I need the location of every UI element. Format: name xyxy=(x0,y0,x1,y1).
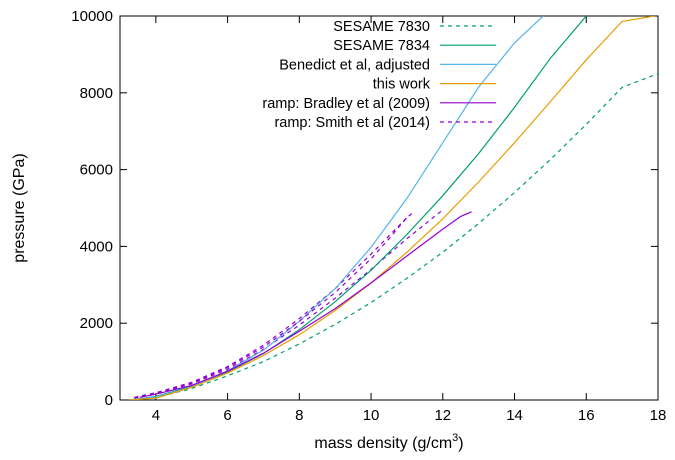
data-curves xyxy=(128,16,658,400)
y-tick-label: 0 xyxy=(105,392,113,409)
x-tick-label: 4 xyxy=(152,407,160,424)
legend-label: SESAME 7834 xyxy=(333,38,430,54)
series-line-4 xyxy=(128,16,655,400)
y-tick-label: 10000 xyxy=(71,8,113,25)
plot-frame xyxy=(119,15,659,401)
x-tick-label: 6 xyxy=(223,407,231,424)
legend-label: ramp: Bradley et al (2009) xyxy=(262,96,430,112)
x-tick-label: 18 xyxy=(650,407,667,424)
series-line-3 xyxy=(128,16,544,400)
series-line-2 xyxy=(128,16,587,400)
legend-label: this work xyxy=(373,77,431,93)
x-tick-label: 10 xyxy=(363,407,380,424)
series-line-1 xyxy=(128,73,658,400)
y-axis-title: pressure (GPa) xyxy=(11,153,28,262)
y-tick-label: 8000 xyxy=(80,85,113,102)
x-tick-label: 8 xyxy=(295,407,303,424)
x-tick-label: 14 xyxy=(506,407,523,424)
legend-label: Benedict et al, adjusted xyxy=(279,57,430,73)
y-tick-label: 2000 xyxy=(80,315,113,332)
series-line-extra xyxy=(134,217,408,398)
y-tick-label: 4000 xyxy=(80,238,113,255)
legend: SESAME 7830 SESAME 7834 Benedict et al, ad… xyxy=(262,19,496,131)
x-tick-label: 16 xyxy=(578,407,595,424)
series-line-extra xyxy=(134,209,444,399)
y-tick-label: 6000 xyxy=(80,162,113,179)
series-line-6 xyxy=(134,211,415,399)
axis-ticks: 4 6 8 10 12 14 16 18 0 2000 4000 6000 8000 10000 xyxy=(71,8,666,424)
series-line-5 xyxy=(139,211,472,398)
x-tick-label: 12 xyxy=(434,407,451,424)
x-axis-title: mass density (g/cm3) xyxy=(314,432,463,452)
legend-label: SESAME 7830 xyxy=(333,19,430,35)
legend-label: ramp: Smith et al (2014) xyxy=(274,115,430,131)
